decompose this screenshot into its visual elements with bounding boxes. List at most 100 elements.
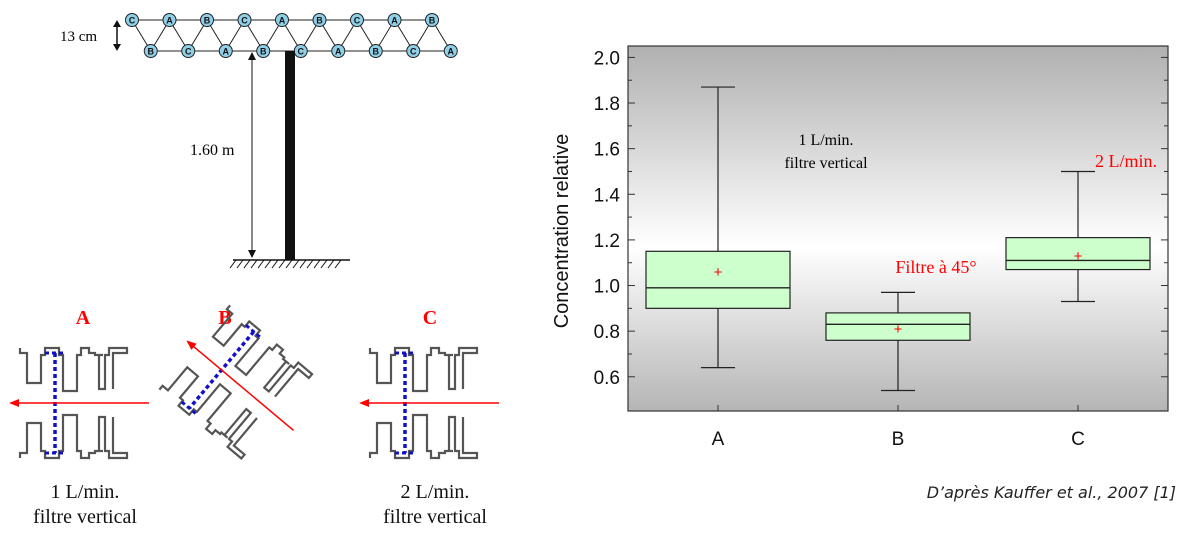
annotation-c: 2 L/min. [1095, 151, 1157, 171]
sampler-node-c: C [181, 44, 196, 58]
caption-a-line2: filtre vertical [33, 506, 137, 528]
svg-text:C: C [129, 16, 136, 26]
sampler-node-a: A [387, 13, 402, 27]
caption-c: 2 L/min. filtre vertical [365, 480, 505, 530]
orientation-letter-c: C [423, 307, 437, 329]
x-tick-label-a: A [712, 429, 725, 450]
sampler-wall-upper [211, 304, 314, 398]
setup-svg: C A B C A B C A B B C A B C A B C A 13 cm 1.60 m A B C [9, 13, 499, 460]
y-tick-label: 1.8 [594, 94, 620, 115]
box-b: + [825, 291, 971, 392]
sampler-node-c: C [237, 13, 252, 27]
hatch-line [257, 259, 265, 269]
sampler-node-c: C [125, 13, 139, 27]
svg-text:A: A [279, 16, 286, 26]
orientation-letter-b: B [218, 307, 231, 329]
sampler-section-b [158, 304, 314, 460]
svg-text:C: C [410, 47, 417, 57]
height-label: 1.60 m [190, 142, 235, 159]
sampler-node-c: C [406, 44, 421, 58]
hatch-line [292, 259, 300, 269]
svg-text:A: A [448, 47, 455, 57]
sampler-node-a: A [443, 44, 458, 58]
y-tick-label: 1.4 [594, 185, 621, 206]
x-axis: A B C [712, 405, 1085, 450]
height-arrow-head-up [248, 52, 256, 60]
hatch-line [327, 259, 335, 269]
sampler-wall-upper [18, 346, 129, 393]
svg-text:B: B [429, 16, 436, 26]
sampler-wall-lower [158, 365, 258, 460]
spacing-arrow-head-down [113, 44, 121, 51]
sampler-node-a: A [162, 13, 177, 27]
caption-c-line1: 2 L/min. [400, 481, 470, 503]
y-tick-label: 1.6 [594, 140, 620, 161]
sampler-node-b: B [143, 44, 158, 58]
sampler-wall-lower [368, 413, 479, 460]
svg-text:C: C [185, 47, 192, 57]
airflow-arrow [191, 345, 295, 431]
svg-text:A: A [166, 16, 173, 26]
caption-c-line2: filtre vertical [383, 506, 487, 528]
box-c: + [1005, 170, 1151, 303]
y-axis-label: Concentration relative [551, 134, 573, 329]
svg-text:C: C [241, 16, 248, 26]
svg-text:B: B [373, 47, 380, 57]
airflow-arrow-head [186, 340, 197, 350]
sampler-section-a [9, 346, 149, 460]
setup-diagram: C A B C A B C A B B C A B C A B C A 13 cm 1.60 m A B C 1 … [0, 0, 520, 536]
sampler-node-c: C [293, 44, 308, 58]
height-arrow-head-down [248, 250, 256, 258]
hatch-line [278, 259, 286, 269]
ground-hatch [229, 259, 342, 269]
caption-a-line1: 1 L/min. [50, 481, 120, 503]
hatch-line [236, 259, 244, 269]
filter-line-bottom [180, 400, 197, 415]
hatch-line [271, 259, 279, 269]
airflow-arrow-head [9, 399, 19, 407]
x-tick-label-c: C [1071, 429, 1085, 450]
sampler-node-b: B [368, 44, 383, 58]
hatch-line [334, 259, 342, 269]
hatch-line [313, 259, 321, 269]
sampler-node-b: B [200, 13, 214, 27]
sampler-node-a: A [275, 13, 289, 27]
source-credit: D’après Kauffer et al., 2007 [1] [926, 483, 1176, 502]
annotation-a-line1: 1 L/min. [798, 132, 853, 149]
airflow-arrow-head [359, 399, 369, 407]
filter-line-top [245, 324, 261, 338]
svg-text:B: B [316, 16, 323, 26]
mean-marker: + [1074, 248, 1083, 265]
mean-marker: + [714, 264, 723, 281]
mean-marker: + [894, 321, 903, 338]
sampler-node-a: A [331, 44, 346, 58]
svg-text:B: B [148, 47, 155, 57]
svg-text:C: C [354, 16, 361, 26]
y-tick-label: 1.2 [594, 231, 620, 252]
box-plot-svg: 0.6 0.8 1.0 1.2 1.4 1.6 1.8 2.0 A B C + + + Concent… [551, 45, 1169, 450]
hatch-line [299, 259, 307, 269]
sampler-wall-lower [18, 413, 129, 460]
annotation-a-line2: filtre vertical [784, 155, 868, 172]
sampler-node-b: B [425, 13, 439, 27]
box-a: + [645, 86, 791, 369]
sampler-section-c [359, 346, 499, 460]
sampler-truss [131, 19, 452, 52]
hatch-line [243, 259, 251, 269]
y-tick-label: 0.8 [594, 322, 620, 343]
sampler-wall-upper [368, 346, 479, 393]
iqr-box [1005, 237, 1151, 271]
spacing-arrow-head-up [113, 20, 121, 27]
y-tick-label: 2.0 [594, 48, 620, 69]
sampler-node-b: B [312, 13, 327, 27]
caption-a: 1 L/min. filtre vertical [20, 480, 150, 530]
y-axis: 0.6 0.8 1.0 1.2 1.4 1.6 1.8 2.0 [594, 48, 1168, 389]
hatch-line [264, 259, 272, 269]
sampler-node-a: A [218, 44, 233, 58]
hatch-line [320, 259, 328, 269]
hatch-line [250, 259, 258, 269]
mast [285, 51, 295, 260]
x-tick-label-b: B [892, 429, 905, 450]
orientation-letter-a: A [76, 307, 91, 329]
svg-text:C: C [298, 47, 305, 57]
